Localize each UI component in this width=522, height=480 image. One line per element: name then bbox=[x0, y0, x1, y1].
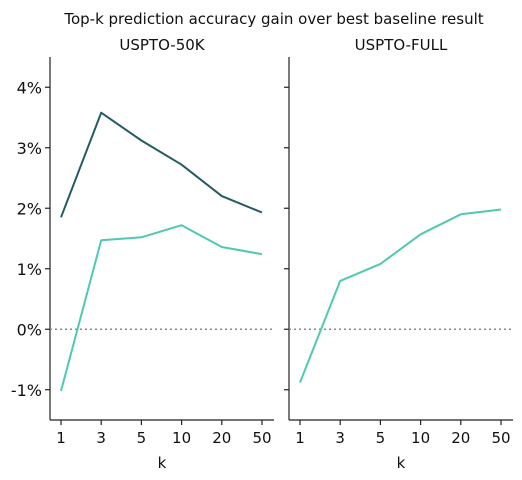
y-tick-label: -1% bbox=[11, 381, 42, 400]
y-tick-label: 1% bbox=[17, 260, 42, 279]
x-tick-label: 3 bbox=[335, 429, 345, 447]
y-tick-label: 4% bbox=[17, 78, 42, 97]
x-tick-label: 5 bbox=[376, 429, 386, 447]
x-tick-label: 20 bbox=[212, 429, 231, 447]
x-tick-label: 10 bbox=[172, 429, 191, 447]
x-tick-label: 20 bbox=[451, 429, 470, 447]
panel-uspto-50k: USPTO-50K k -1% 0% 1% 2% 3% 4% 1 3 5 10 20 50 bbox=[11, 36, 274, 472]
y-tick-label: 3% bbox=[17, 139, 42, 158]
panel-title: USPTO-50K bbox=[119, 36, 205, 54]
figure-title: Top-k prediction accuracy gain over best… bbox=[63, 10, 483, 28]
x-tick-label: 1 bbox=[56, 429, 66, 447]
y-tick-label: 2% bbox=[17, 199, 42, 218]
x-tick-label: 10 bbox=[411, 429, 430, 447]
x-tick-label: 3 bbox=[96, 429, 106, 447]
x-tick-label: 50 bbox=[491, 429, 510, 447]
panel-uspto-full: USPTO-FULL k 1 3 5 10 20 50 bbox=[284, 36, 513, 472]
x-tick-label: 50 bbox=[252, 429, 271, 447]
y-tick-label: 0% bbox=[17, 320, 42, 339]
series-line-0 bbox=[60, 111, 263, 218]
x-tick-label: 1 bbox=[295, 429, 305, 447]
x-axis-label: k bbox=[158, 454, 167, 472]
x-tick-label: 5 bbox=[137, 429, 147, 447]
panel-title: USPTO-FULL bbox=[355, 36, 448, 54]
x-axis-label: k bbox=[397, 454, 406, 472]
series-line-1 bbox=[60, 224, 263, 392]
series-line-0 bbox=[299, 208, 502, 383]
